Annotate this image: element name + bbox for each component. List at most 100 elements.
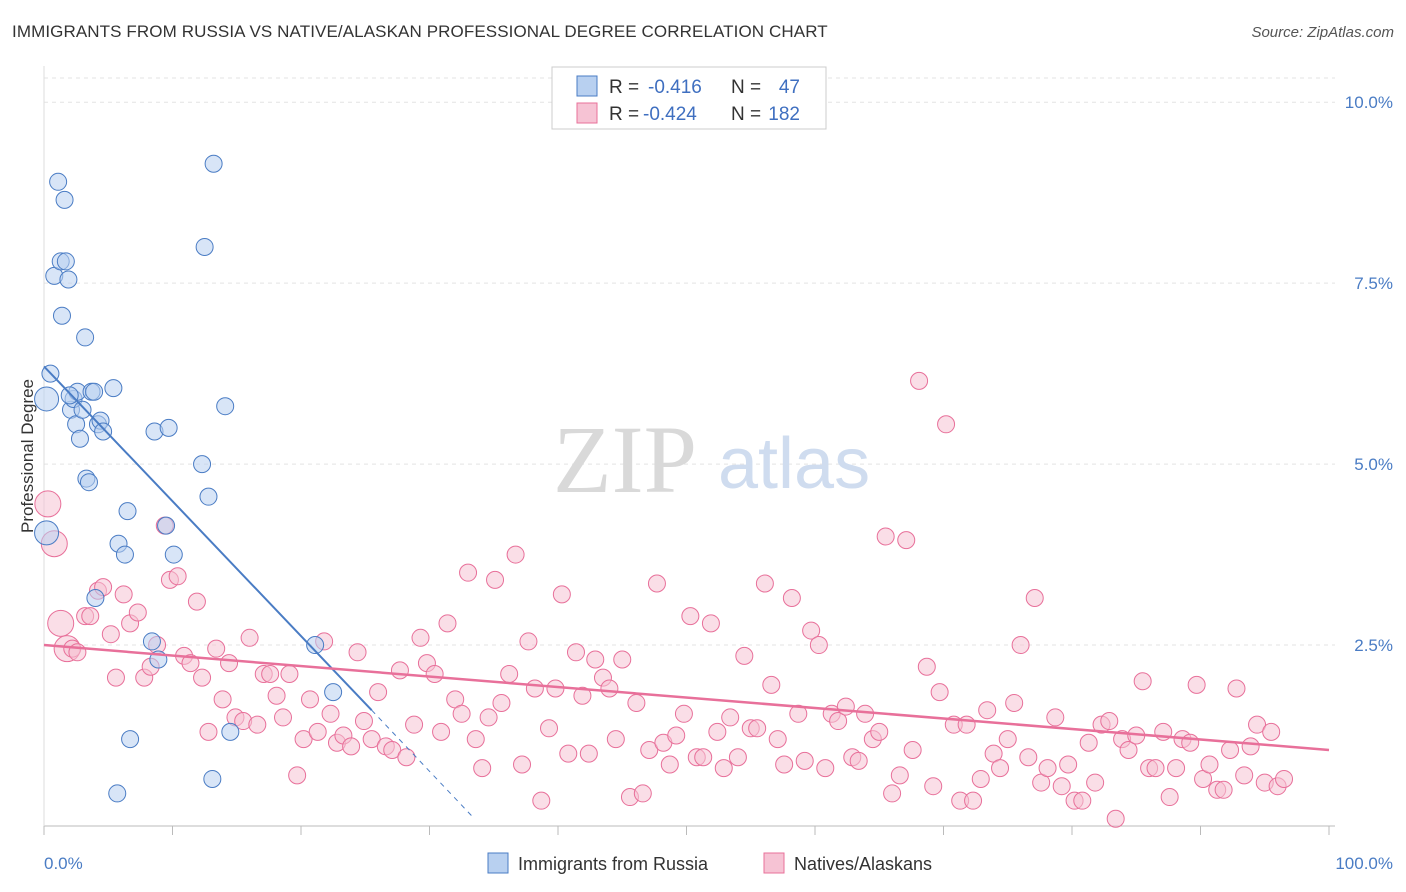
data-point	[849, 751, 868, 770]
data-point	[816, 759, 835, 778]
data-point	[1019, 748, 1038, 767]
trend-line-immigrants-from-russia	[43, 365, 373, 711]
data-point	[1167, 759, 1186, 778]
data-point	[606, 730, 625, 749]
legend-n-value-blue: 47	[779, 77, 800, 98]
data-point	[473, 759, 492, 778]
data-point	[220, 654, 239, 673]
data-point	[640, 741, 659, 759]
data-point	[890, 766, 909, 785]
bottom-legend-label-blue: Immigrants from Russia	[518, 854, 709, 874]
data-point	[55, 190, 74, 209]
data-point	[964, 791, 983, 810]
data-point	[701, 614, 720, 633]
watermark-atlas: atlas	[718, 424, 870, 504]
legend-swatch-blue	[576, 75, 598, 97]
y-tick-label: 10.0%	[1345, 93, 1393, 112]
data-point	[924, 777, 943, 796]
chart-title: IMMIGRANTS FROM RUSSIA VS NATIVE/ALASKAN…	[12, 22, 828, 41]
data-point	[519, 632, 538, 651]
grid-lines	[44, 77, 1335, 646]
data-point	[288, 766, 307, 785]
data-point	[47, 609, 75, 637]
data-point	[168, 567, 187, 586]
stats-legend-box	[551, 66, 827, 130]
data-point	[1079, 733, 1098, 752]
data-point	[694, 748, 713, 767]
data-point	[204, 154, 223, 173]
data-point	[1214, 780, 1233, 799]
data-point	[789, 704, 808, 723]
data-point	[1038, 759, 1057, 778]
bottom-legend-swatch-pink	[763, 852, 785, 874]
data-point	[115, 545, 134, 564]
data-point	[492, 693, 511, 712]
data-point	[390, 661, 409, 680]
data-point	[34, 386, 60, 412]
data-point	[876, 527, 895, 546]
data-point	[1227, 679, 1246, 698]
data-point	[728, 748, 747, 767]
data-point	[85, 382, 104, 401]
data-point	[86, 589, 105, 607]
y-axis-tick-labels: 2.5% 5.0% 7.5% 10.0%	[1345, 93, 1393, 655]
watermark-zip: ZIP	[553, 406, 697, 513]
data-point	[513, 755, 532, 774]
data-point	[930, 683, 949, 702]
data-point	[383, 741, 402, 759]
data-point	[735, 646, 754, 665]
data-point	[164, 545, 183, 564]
data-point	[56, 252, 75, 271]
data-point	[193, 668, 212, 687]
data-point	[1181, 733, 1200, 752]
data-point	[552, 585, 571, 604]
data-point	[221, 722, 240, 741]
y-axis-label: Professional Degree	[18, 379, 37, 533]
data-point	[108, 784, 127, 803]
data-point	[600, 679, 619, 698]
data-point	[452, 704, 471, 723]
data-point	[1160, 788, 1179, 807]
data-point	[261, 665, 280, 683]
data-point	[573, 686, 592, 705]
data-point	[1106, 809, 1125, 828]
bottom-legend: Immigrants from Russia Natives/Alaskans	[487, 852, 932, 874]
y-tick-label: 2.5%	[1354, 636, 1393, 655]
data-point	[486, 570, 505, 589]
legend-r-label-blue: R =	[609, 77, 639, 98]
data-point	[121, 730, 140, 749]
data-point	[795, 751, 814, 770]
data-point	[34, 490, 62, 518]
data-point	[1235, 766, 1254, 785]
data-point	[917, 657, 936, 676]
legend-r-label-pink: R =	[609, 104, 639, 125]
data-point	[459, 563, 478, 582]
data-point	[397, 748, 416, 767]
bottom-legend-label-pink: Natives/Alaskans	[794, 854, 932, 874]
data-point	[532, 791, 551, 810]
data-point	[775, 755, 794, 774]
data-point	[714, 759, 733, 778]
data-point	[425, 665, 444, 683]
data-point	[81, 607, 100, 626]
data-point	[991, 759, 1010, 778]
data-point	[903, 741, 922, 759]
data-point	[70, 429, 89, 448]
data-point	[897, 531, 916, 550]
data-point	[267, 686, 286, 705]
data-point	[49, 172, 68, 191]
data-point	[829, 712, 848, 731]
data-point	[500, 665, 519, 683]
data-point	[1100, 712, 1119, 731]
data-point	[73, 400, 92, 419]
data-point	[1073, 791, 1092, 810]
data-point	[342, 737, 361, 756]
bottom-legend-swatch-blue	[487, 852, 509, 874]
chart-source: Source: ZipAtlas.com	[1251, 24, 1394, 41]
trend-line-extension	[371, 709, 475, 820]
x-tick-label-max: 100.0%	[1335, 854, 1393, 873]
data-point	[762, 675, 781, 694]
data-point	[280, 665, 299, 683]
data-point	[60, 386, 79, 405]
data-point	[660, 755, 679, 774]
